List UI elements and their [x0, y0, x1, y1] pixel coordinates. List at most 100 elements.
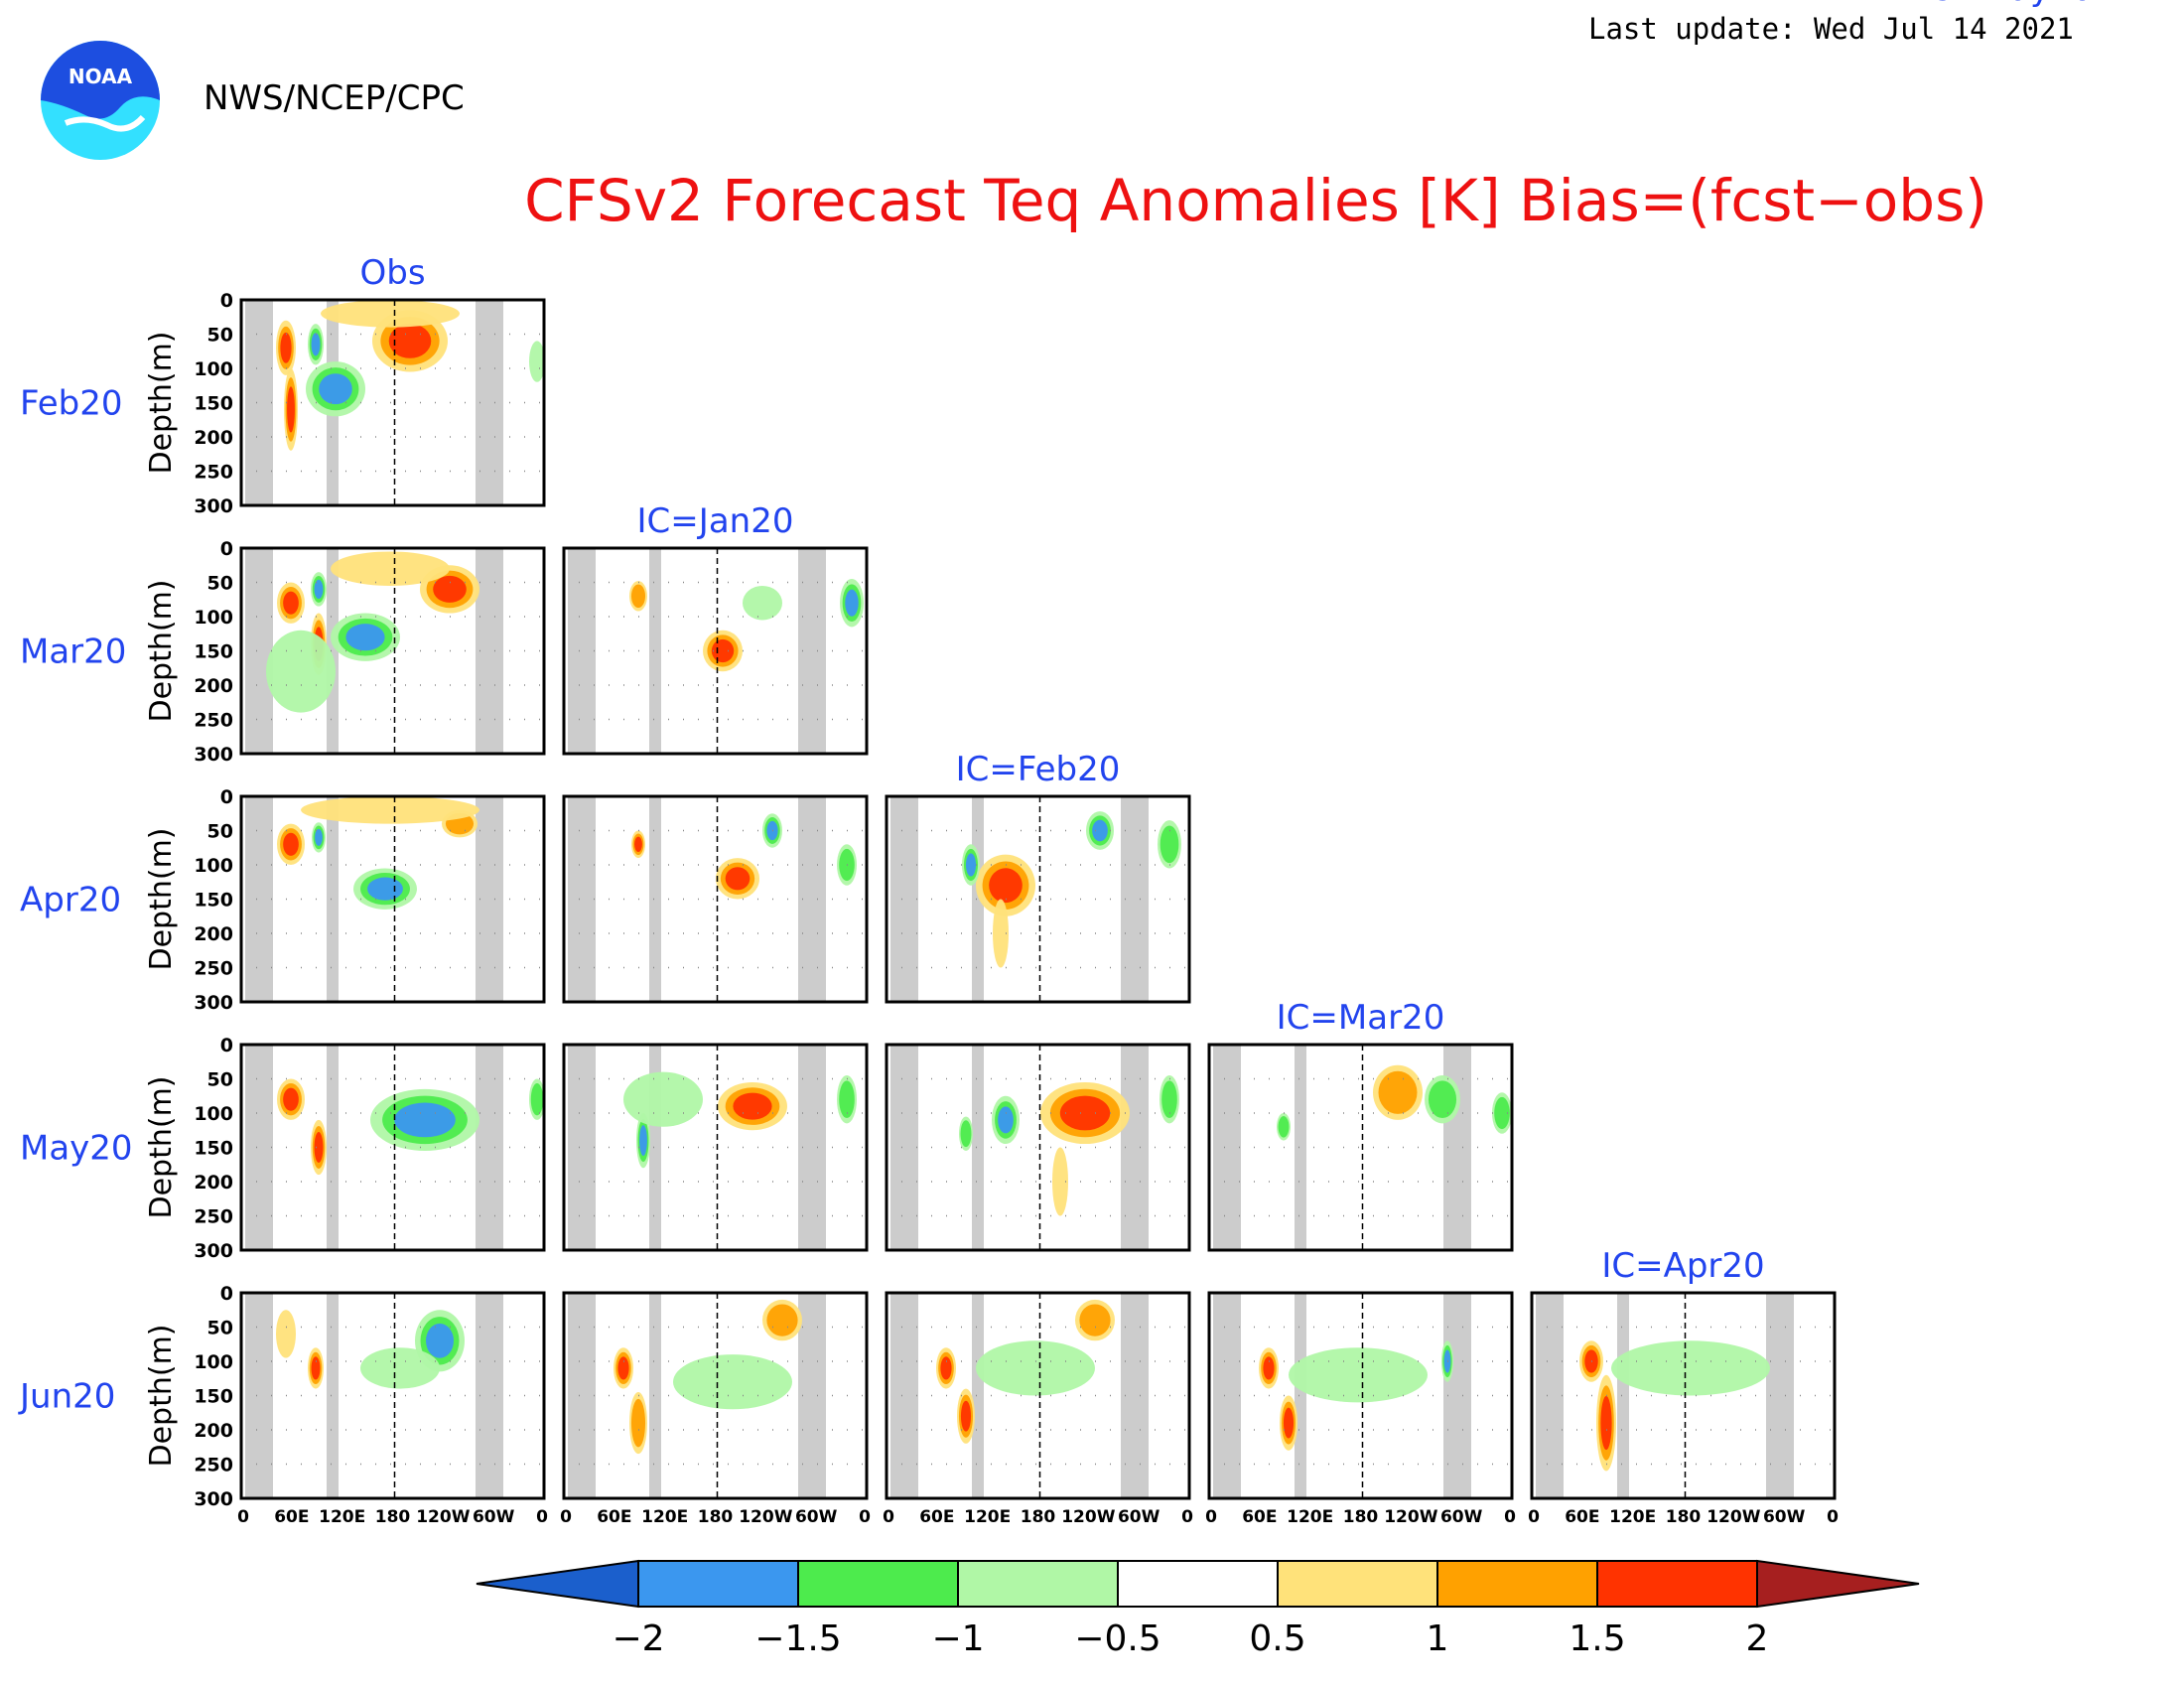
x-tick-label: 180 [698, 1507, 734, 1527]
x-tick-label: 0 [1504, 1507, 1516, 1527]
colorbar-tick-label: −1.5 [754, 1618, 841, 1659]
land-mask [649, 548, 661, 754]
panel-content [241, 548, 544, 754]
y-tick-label: 100 [194, 1103, 233, 1125]
anomaly-blob [989, 868, 1023, 904]
y-axis-label: Depth(m) [144, 331, 179, 474]
y-tick-label: 50 [207, 1318, 233, 1339]
y-tick-label: 200 [194, 1172, 233, 1194]
x-tick-label: 0 [536, 1507, 548, 1527]
heatmap-panel [562, 1291, 869, 1500]
panel-frame [1530, 1291, 1837, 1500]
x-tick-label: 120W [1706, 1507, 1760, 1527]
heatmap-panel [1530, 1291, 1837, 1500]
x-tick-label: 60E [1565, 1507, 1599, 1527]
heatmap-panel [562, 1043, 869, 1252]
anomaly-blob [1378, 1070, 1418, 1114]
y-tick-label: 200 [194, 427, 233, 449]
y-tick-label: 250 [194, 462, 233, 484]
land-mask [245, 1045, 273, 1250]
x-tick-label: 0 [1827, 1507, 1839, 1527]
land-mask [890, 1045, 918, 1250]
colorbar-tick-label: −0.5 [1074, 1618, 1160, 1659]
x-tick-label: 60W [795, 1507, 838, 1527]
heatmap-panel [239, 298, 546, 507]
panel-content [564, 548, 867, 754]
heatmap-panel [562, 794, 869, 1004]
land-mask [568, 548, 596, 754]
y-tick-label: 50 [207, 325, 233, 347]
land-mask [568, 1045, 596, 1250]
panel-content [564, 1293, 867, 1498]
x-tick-label: 120W [739, 1507, 792, 1527]
anomaly-blob [331, 551, 450, 586]
anomaly-blob [433, 575, 467, 603]
land-mask [327, 796, 339, 1002]
column-label: IC=Jan20 [637, 501, 794, 541]
y-tick-label: 250 [194, 958, 233, 980]
logo-gull [64, 114, 146, 132]
y-tick-label: 0 [220, 786, 233, 808]
x-tick-label: 0 [883, 1507, 894, 1527]
heatmap-panel [885, 1043, 1191, 1252]
y-tick-label: 250 [194, 1455, 233, 1477]
y-tick-label: 300 [194, 1488, 233, 1510]
y-tick-label: 300 [194, 495, 233, 517]
land-mask [890, 796, 918, 1002]
agency-name: NWS/NCEP/CPC [204, 78, 465, 118]
y-tick-label: 300 [194, 1240, 233, 1262]
y-tick-label: 200 [194, 1420, 233, 1442]
y-tick-label: 200 [194, 675, 233, 697]
x-tick-label: 0 [1528, 1507, 1540, 1527]
colorbar-left-arrow [476, 1559, 639, 1609]
y-tick-label: 50 [207, 821, 233, 843]
anomaly-blob [314, 1132, 324, 1163]
panel-frame [562, 1043, 869, 1252]
y-axis-label: Depth(m) [144, 827, 179, 970]
panel-content [564, 796, 867, 1002]
noaa-logo: NOAA [36, 36, 165, 170]
panel-frame [562, 546, 869, 756]
panel-content [1209, 1045, 1512, 1250]
land-mask [972, 1045, 984, 1250]
x-tick-label: 120E [1609, 1507, 1656, 1527]
panel-content [887, 1293, 1189, 1498]
land-mask [568, 796, 596, 1002]
anomaly-blob [634, 836, 642, 853]
y-tick-label: 300 [194, 744, 233, 766]
panel-frame [239, 1043, 546, 1252]
colorbar-box [1436, 1560, 1598, 1608]
y-tick-label: 50 [207, 573, 233, 595]
panel-frame [239, 794, 546, 1004]
x-tick-label: 0 [1205, 1507, 1217, 1527]
x-tick-label: 60E [919, 1507, 954, 1527]
x-tick-label: 0 [859, 1507, 871, 1527]
heatmap-panel [1207, 1291, 1514, 1500]
y-tick-label: 150 [194, 641, 233, 663]
x-tick-label: 60W [1440, 1507, 1483, 1527]
anomaly-blob [276, 1310, 296, 1358]
y-tick-label: 50 [207, 1069, 233, 1091]
heatmap-panel [1207, 1043, 1514, 1252]
x-tick-label: 0 [1181, 1507, 1193, 1527]
y-tick-label: 150 [194, 393, 233, 415]
land-mask [649, 1293, 661, 1498]
x-tick-label: 60W [1763, 1507, 1806, 1527]
anomaly-blob [1611, 1340, 1770, 1396]
panel-frame [239, 1291, 546, 1500]
row-label: Mar20 [20, 633, 126, 672]
anomaly-blob [940, 1356, 952, 1380]
x-tick-label: 0 [560, 1507, 572, 1527]
anomaly-blob [630, 1398, 646, 1448]
anomaly-blob [1428, 1080, 1457, 1119]
colorbar-tick-label: −2 [612, 1618, 664, 1659]
row-label: Feb20 [20, 384, 122, 424]
panel-content [564, 1045, 867, 1250]
panel-frame [562, 794, 869, 1004]
anomaly-blob [360, 1347, 440, 1389]
panel-content [1532, 1293, 1835, 1498]
colorbar-tick-label: 1 [1427, 1618, 1449, 1659]
y-axis-label: Depth(m) [144, 579, 179, 722]
anomaly-blob [711, 638, 735, 663]
anomaly-blob [743, 585, 782, 621]
